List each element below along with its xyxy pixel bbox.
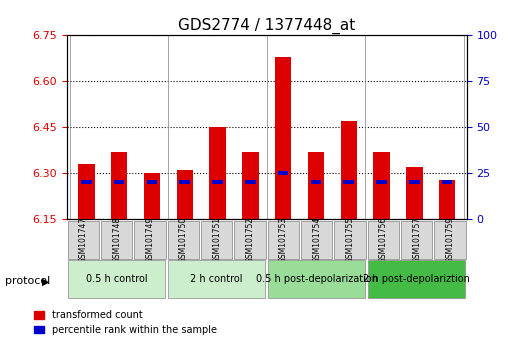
- Bar: [376, 180, 387, 184]
- Bar: [176, 170, 193, 219]
- Bar: [278, 171, 288, 175]
- Text: GSM101749: GSM101749: [146, 217, 154, 263]
- FancyBboxPatch shape: [334, 221, 366, 259]
- Text: 0.5 h post-depolarization: 0.5 h post-depolarization: [256, 274, 378, 284]
- FancyBboxPatch shape: [168, 259, 265, 298]
- Bar: [212, 180, 223, 184]
- FancyBboxPatch shape: [368, 221, 399, 259]
- Bar: [343, 180, 354, 184]
- Bar: [406, 167, 423, 219]
- Bar: [245, 180, 255, 184]
- Bar: [275, 57, 291, 219]
- Text: 0.5 h control: 0.5 h control: [86, 274, 148, 284]
- Bar: [373, 152, 390, 219]
- Text: GSM101751: GSM101751: [212, 217, 221, 263]
- Text: GSM101750: GSM101750: [179, 217, 188, 263]
- Bar: [144, 173, 160, 219]
- Bar: [147, 180, 157, 184]
- Bar: [242, 152, 259, 219]
- Text: ▶: ▶: [42, 276, 50, 286]
- Text: GSM101752: GSM101752: [246, 217, 254, 263]
- Bar: [78, 164, 94, 219]
- Text: protocol: protocol: [5, 276, 50, 286]
- Bar: [341, 121, 357, 219]
- FancyBboxPatch shape: [201, 221, 232, 259]
- Text: 2 h post-depolariztion: 2 h post-depolariztion: [363, 274, 470, 284]
- FancyBboxPatch shape: [168, 221, 199, 259]
- Bar: [439, 179, 456, 219]
- FancyBboxPatch shape: [301, 221, 332, 259]
- FancyBboxPatch shape: [268, 259, 365, 298]
- Text: GSM101756: GSM101756: [379, 217, 388, 263]
- Bar: [111, 152, 127, 219]
- Text: GSM101753: GSM101753: [279, 217, 288, 263]
- Bar: [114, 180, 125, 184]
- Bar: [409, 180, 420, 184]
- FancyBboxPatch shape: [134, 221, 166, 259]
- Title: GDS2774 / 1377448_at: GDS2774 / 1377448_at: [178, 18, 356, 34]
- Text: GSM101759: GSM101759: [446, 217, 455, 263]
- Bar: [308, 152, 324, 219]
- FancyBboxPatch shape: [268, 221, 299, 259]
- Bar: [311, 180, 321, 184]
- FancyBboxPatch shape: [401, 221, 432, 259]
- FancyBboxPatch shape: [68, 259, 165, 298]
- Text: GSM101747: GSM101747: [79, 217, 88, 263]
- Bar: [442, 180, 452, 184]
- FancyBboxPatch shape: [234, 221, 266, 259]
- Text: GSM101757: GSM101757: [412, 217, 421, 263]
- Legend: transformed count, percentile rank within the sample: transformed count, percentile rank withi…: [30, 306, 221, 339]
- FancyBboxPatch shape: [101, 221, 132, 259]
- Text: 2 h control: 2 h control: [190, 274, 243, 284]
- Bar: [209, 127, 226, 219]
- Bar: [180, 180, 190, 184]
- FancyBboxPatch shape: [368, 259, 465, 298]
- Bar: [81, 180, 92, 184]
- FancyBboxPatch shape: [435, 221, 466, 259]
- Text: GSM101755: GSM101755: [346, 217, 354, 263]
- Text: GSM101754: GSM101754: [312, 217, 321, 263]
- Text: GSM101748: GSM101748: [112, 217, 121, 263]
- FancyBboxPatch shape: [68, 221, 99, 259]
